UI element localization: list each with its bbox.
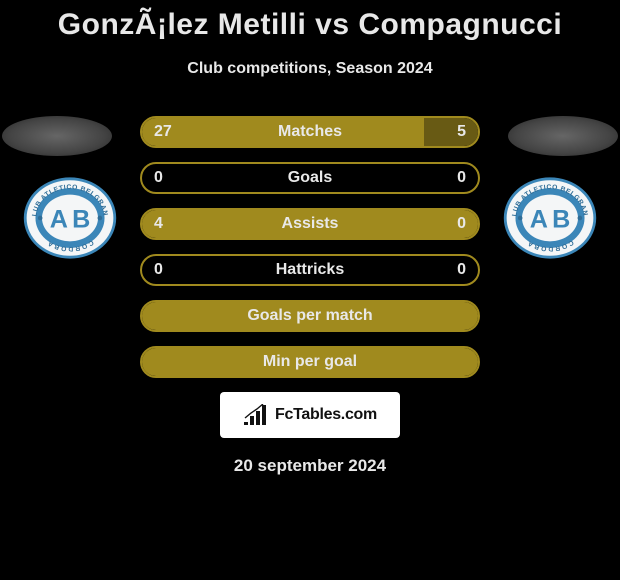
stat-value-right: 0 — [457, 215, 466, 233]
stat-value-right: 0 — [457, 261, 466, 279]
fctables-badge: FcTables.com — [220, 392, 400, 438]
stat-label: Hattricks — [276, 261, 344, 279]
stat-row: 0 0 Goals — [140, 162, 480, 194]
stat-value-left: 4 — [154, 215, 163, 233]
stat-value-right: 0 — [457, 169, 466, 187]
fctables-text: FcTables.com — [275, 406, 377, 424]
stat-row: 0 0 Hattricks — [140, 254, 480, 286]
player-photo-right — [508, 116, 618, 156]
stat-row: 27 5 Matches — [140, 116, 480, 148]
stat-value-left: 0 — [154, 261, 163, 279]
svg-text:B: B — [552, 205, 570, 233]
stat-value-left: 27 — [154, 123, 172, 141]
stat-label: Goals per match — [247, 307, 372, 325]
stat-label: Min per goal — [263, 353, 357, 371]
stat-value-left: 0 — [154, 169, 163, 187]
club-crest-left: CLUB ATLETICO BELGRANO CORDOBA A B — [22, 176, 118, 260]
stat-fill-right — [424, 118, 478, 146]
svg-text:A: A — [50, 205, 68, 233]
date: 20 september 2024 — [0, 456, 620, 476]
stat-row: Min per goal — [140, 346, 480, 378]
stat-label: Assists — [282, 215, 339, 233]
stat-row: 4 0 Assists — [140, 208, 480, 240]
stat-rows: 27 5 Matches 0 0 Goals 4 0 Assists 0 0 Hattricks Goa… — [140, 116, 480, 378]
svg-text:A: A — [530, 205, 548, 233]
stat-value-right: 5 — [457, 123, 466, 141]
player-photo-left — [2, 116, 112, 156]
subtitle: Club competitions, Season 2024 — [0, 60, 620, 78]
stat-row: Goals per match — [140, 300, 480, 332]
stat-label: Matches — [278, 123, 342, 141]
comparison-panel: CLUB ATLETICO BELGRANO CORDOBA A B CLUB … — [0, 116, 620, 476]
club-crest-right: CLUB ATLETICO BELGRANO CORDOBA A B — [502, 176, 598, 260]
page-title: GonzÃ¡lez Metilli vs Compagnucci — [0, 0, 620, 42]
fctables-icon — [243, 404, 269, 426]
svg-text:B: B — [72, 205, 90, 233]
stat-label: Goals — [288, 169, 332, 187]
